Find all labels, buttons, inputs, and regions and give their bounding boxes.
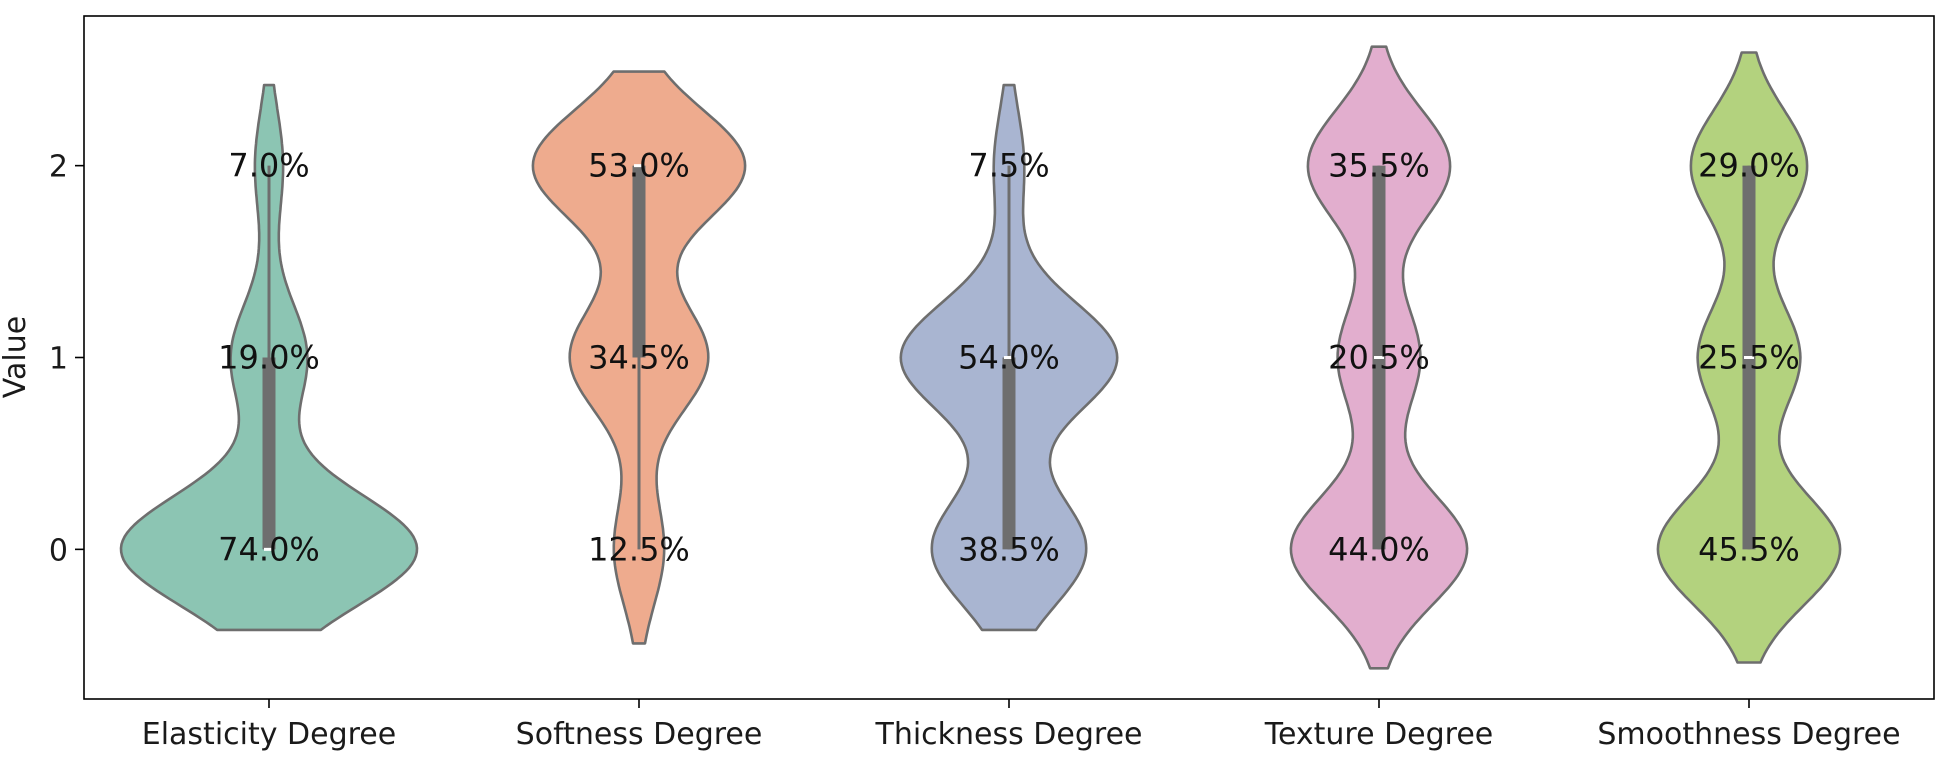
- y-tick-label: 0: [49, 533, 68, 568]
- violin-iqr-box: [1002, 357, 1016, 550]
- x-axis: Elasticity Degree Softness Degree Thicknes…: [142, 699, 1901, 752]
- x-tick-label: Elasticity Degree: [142, 717, 396, 752]
- percentage-label: 35.5%: [1328, 147, 1430, 185]
- x-tick-label: Thickness Degree: [875, 717, 1143, 752]
- percentage-label: 7.0%: [228, 147, 309, 185]
- percentage-label: 12.5%: [588, 530, 690, 568]
- violin-iqr-box: [262, 357, 276, 550]
- percentage-label: 29.0%: [1698, 147, 1800, 185]
- percentage-label: 45.5%: [1698, 530, 1800, 568]
- percentage-label: 74.0%: [218, 530, 320, 568]
- x-tick-label: Texture Degree: [1264, 717, 1494, 752]
- percentage-label: 34.5%: [588, 339, 690, 377]
- y-axis-title: Value: [0, 316, 33, 398]
- y-tick-label: 1: [49, 342, 68, 377]
- violin-iqr-box: [632, 165, 646, 358]
- percentage-label: 54.0%: [958, 339, 1060, 377]
- x-tick-label: Softness Degree: [516, 717, 763, 752]
- percentage-label: 19.0%: [218, 339, 320, 377]
- percentage-label: 38.5%: [958, 530, 1060, 568]
- box-layer: [262, 164, 1756, 551]
- y-tick-label: 2: [49, 150, 68, 185]
- y-axis: 0 1 2: [49, 150, 84, 568]
- percentage-labels-layer: 74.0% 19.0% 7.0% 12.5% 34.5% 53.0% 38.5% 54.0% 7…: [218, 147, 1800, 569]
- percentage-label: 25.5%: [1698, 339, 1800, 377]
- percentage-label: 20.5%: [1328, 339, 1430, 377]
- percentage-label: 7.5%: [968, 147, 1049, 185]
- percentage-label: 44.0%: [1328, 530, 1430, 568]
- percentage-label: 53.0%: [588, 147, 690, 185]
- x-tick-label: Smoothness Degree: [1597, 717, 1900, 752]
